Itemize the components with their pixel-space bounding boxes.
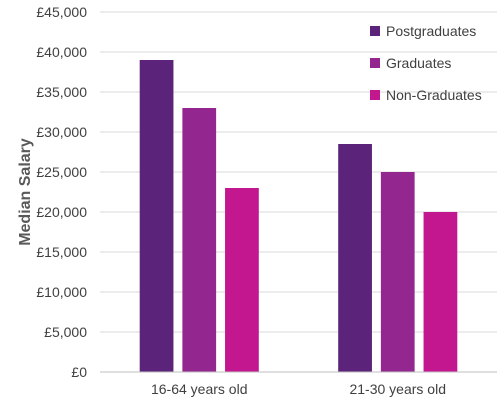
y-axis-title: Median Salary <box>17 138 34 246</box>
x-category-label: 16-64 years old <box>151 381 248 397</box>
y-tick-label: £0 <box>71 364 87 380</box>
y-tick-label: £40,000 <box>36 44 87 60</box>
x-axis-labels: 16-64 years old 21-30 years old <box>151 381 446 397</box>
bars <box>139 60 458 372</box>
bar-non-graduates-1 <box>225 188 259 372</box>
y-tick-label: £5,000 <box>44 324 87 340</box>
legend-swatch <box>370 90 380 100</box>
x-category-label: 21-30 years old <box>349 381 446 397</box>
legend-label: Non-Graduates <box>386 87 482 103</box>
y-axis-ticks: £0 £5,000 £10,000 £15,000 £20,000 £25,000 £30,… <box>36 4 87 380</box>
legend-label: Graduates <box>386 55 451 71</box>
y-tick-label: £45,000 <box>36 4 87 20</box>
y-tick-label: £15,000 <box>36 244 87 260</box>
bar-graduates-2 <box>380 172 415 372</box>
y-tick-label: £10,000 <box>36 284 87 300</box>
y-tick-label: £20,000 <box>36 204 87 220</box>
y-tick-label: £25,000 <box>36 164 87 180</box>
legend: Postgraduates Graduates Non-Graduates <box>370 23 482 103</box>
legend-swatch <box>370 58 380 68</box>
bar-postgraduates-1 <box>139 60 174 372</box>
bar-graduates-1 <box>182 108 217 372</box>
y-tick-label: £30,000 <box>36 124 87 140</box>
y-tick-label: £35,000 <box>36 84 87 100</box>
legend-label: Postgraduates <box>386 23 476 39</box>
bar-non-graduates-2 <box>423 212 458 372</box>
bar-postgraduates-2 <box>338 144 372 372</box>
legend-swatch <box>370 26 380 36</box>
